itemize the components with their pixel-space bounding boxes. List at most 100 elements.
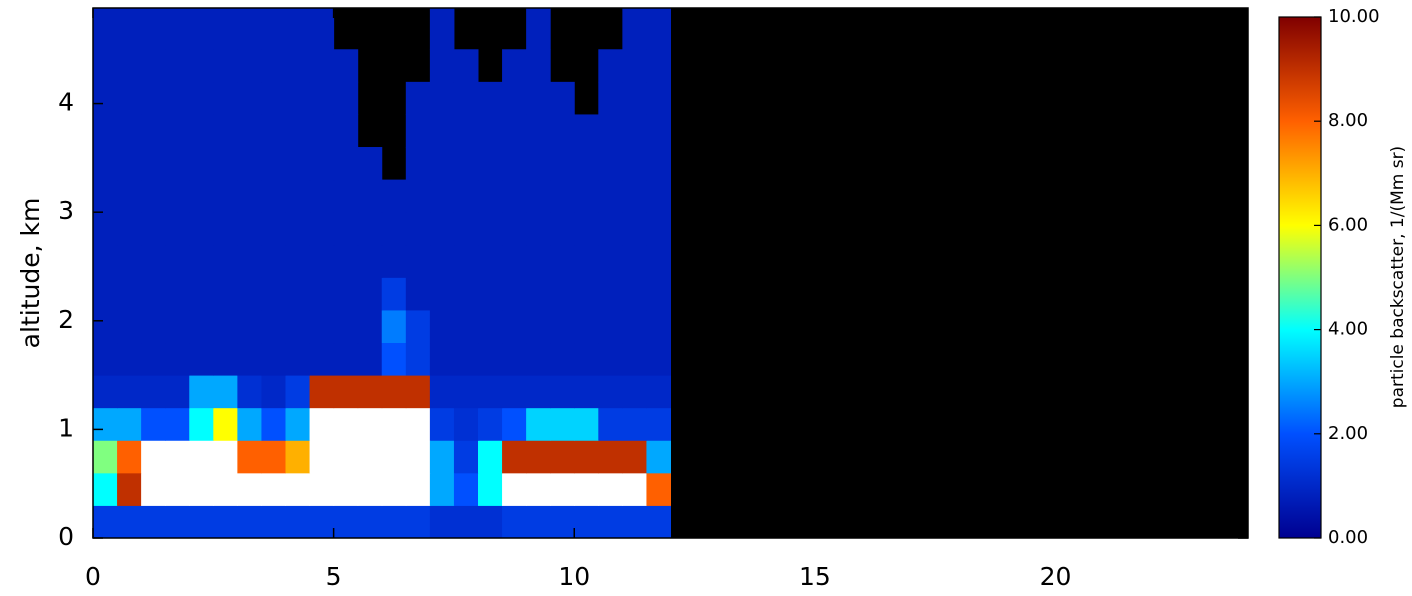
heatmap-cell — [165, 440, 190, 474]
heatmap-cell — [429, 8, 455, 50]
heatmap-cell — [189, 505, 214, 539]
heatmap-cell — [622, 212, 647, 246]
heatmap-cell — [189, 81, 214, 115]
heatmap-cell — [502, 244, 527, 278]
heatmap-cell — [285, 49, 311, 83]
heatmap-cell — [333, 505, 359, 539]
heatmap-cell — [502, 49, 527, 83]
heatmap-cell — [598, 114, 623, 148]
heatmap-cell — [598, 440, 623, 474]
heatmap-cell — [574, 342, 599, 376]
heatmap-cell — [646, 147, 671, 181]
heatmap-cell — [646, 309, 671, 344]
heatmap-cell — [646, 8, 671, 50]
heatmap-cell — [526, 81, 551, 115]
heatmap-cell — [285, 309, 311, 344]
heatmap-cell — [502, 212, 527, 246]
heatmap-cell — [598, 407, 623, 441]
heatmap-cell — [550, 179, 575, 213]
heatmap-cell — [141, 375, 166, 409]
heatmap-cell — [453, 114, 479, 148]
heatmap-cell — [285, 8, 311, 50]
heatmap-cell — [333, 472, 359, 506]
heatmap-cell — [429, 244, 455, 278]
heatmap-cell — [237, 179, 262, 213]
heatmap-cell — [381, 277, 407, 311]
heatmap-cell — [117, 179, 142, 213]
heatmap-cell — [478, 342, 503, 376]
heatmap-cell — [622, 440, 647, 474]
heatmap-cell — [550, 81, 575, 115]
heatmap-cell — [381, 244, 407, 278]
heatmap-cell — [526, 440, 551, 474]
heatmap-cell — [405, 114, 431, 148]
heatmap-cell — [261, 505, 286, 539]
heatmap-cell — [285, 277, 311, 311]
heatmap-cell — [574, 114, 599, 148]
heatmap-cell — [646, 244, 671, 278]
heatmap-cell — [261, 8, 286, 50]
heatmap-cell — [429, 309, 455, 344]
heatmap-cell — [478, 277, 503, 311]
heatmap-cell — [453, 342, 479, 376]
colorbar-label: particle backscatter, 1/(Mm sr) — [1388, 146, 1408, 408]
heatmap-cell — [117, 8, 142, 50]
heatmap-cell — [309, 407, 335, 441]
heatmap-cell — [213, 81, 238, 115]
heatmap-cell — [429, 277, 455, 311]
heatmap-cell — [646, 375, 671, 409]
heatmap-cell — [165, 244, 190, 278]
heatmap-cell — [574, 440, 599, 474]
heatmap-cell — [117, 342, 142, 376]
heatmap-cell — [237, 114, 262, 148]
heatmap-cell — [117, 472, 142, 506]
heatmap-cell — [93, 8, 118, 50]
heatmap-cell — [309, 244, 335, 278]
heatmap-cell — [405, 212, 431, 246]
heatmap-cell — [622, 309, 647, 344]
heatmap-cell — [478, 114, 503, 148]
heatmap-cell — [574, 147, 599, 181]
heatmap-cell — [550, 472, 575, 506]
heatmap-cell — [357, 277, 383, 311]
heatmap-cell — [165, 407, 190, 441]
heatmap-cell — [309, 147, 335, 181]
heatmap-cell — [405, 179, 431, 213]
heatmap-cell — [646, 212, 671, 246]
heatmap-cell — [405, 81, 431, 115]
heatmap-cell — [189, 8, 214, 50]
heatmap-cell — [213, 505, 238, 539]
heatmap-cell — [261, 472, 286, 506]
heatmap-cell — [165, 309, 190, 344]
heatmap-cell — [189, 309, 214, 344]
heatmap-cell — [405, 244, 431, 278]
heatmap-cell — [526, 147, 551, 181]
heatmap-cell — [598, 244, 623, 278]
heatmap-cell — [165, 179, 190, 213]
heatmap-cell — [213, 277, 238, 311]
heatmap-cell — [405, 472, 431, 506]
heatmap-cell — [213, 179, 238, 213]
heatmap-cell — [526, 407, 551, 441]
colorbar-tick-label: 8.00 — [1328, 110, 1368, 131]
y-tick-label: 4 — [58, 88, 74, 117]
heatmap-cell — [333, 375, 359, 409]
heatmap-cell — [478, 179, 503, 213]
heatmap-cell — [189, 114, 214, 148]
heatmap-cell — [453, 440, 479, 474]
heatmap-cell — [453, 407, 479, 441]
heatmap-cell — [646, 81, 671, 115]
heatmap-cell — [574, 212, 599, 246]
heatmap-cell — [598, 147, 623, 181]
heatmap-cell — [261, 114, 286, 148]
heatmap-cell — [381, 375, 407, 409]
heatmap-cell — [405, 147, 431, 181]
heatmap-cell — [189, 212, 214, 246]
heatmap-cell — [429, 342, 455, 376]
heatmap-cell — [213, 309, 238, 344]
heatmap-cell — [550, 309, 575, 344]
heatmap-cell — [333, 212, 359, 246]
heatmap-cell — [478, 81, 503, 115]
heatmap-cell — [478, 375, 503, 409]
heatmap-cell — [646, 472, 671, 506]
